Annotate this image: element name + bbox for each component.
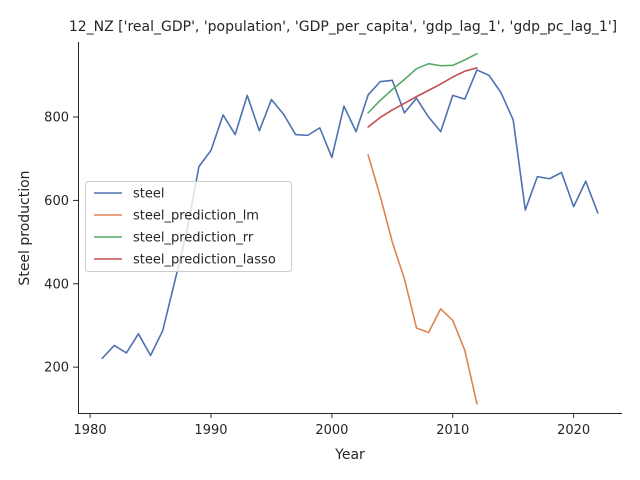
x-tick-label: 2020	[557, 423, 590, 438]
x-tick-label: 1990	[194, 423, 227, 438]
x-tick-label: 2000	[315, 423, 348, 438]
y-tick-label: 400	[44, 277, 69, 292]
x-axis-title: Year	[334, 447, 365, 463]
axes-layer	[78, 42, 622, 414]
chart-title: 12_NZ ['real_GDP', 'population', 'GDP_pe…	[69, 19, 617, 35]
legend: steel steel_prediction_lm steel_prediction…	[85, 181, 292, 272]
legend-label: steel_prediction_rr	[133, 231, 254, 246]
x-tick-label: 1980	[74, 423, 107, 438]
y-tick-label: 200	[44, 361, 69, 376]
x-tick-label: 2010	[436, 423, 469, 438]
ticks-layer: 1980 1990 2000 2010 2020 200 400 600 800	[44, 111, 590, 438]
series-line-steel-prediction-lm	[367, 154, 478, 405]
y-axis-title: Steel production	[17, 170, 33, 285]
legend-label: steel_prediction_lasso	[133, 253, 276, 268]
series-line-steel-prediction-rr	[367, 52, 478, 114]
legend-frame	[85, 181, 292, 272]
y-tick-label: 600	[44, 194, 69, 209]
legend-label: steel_prediction_lm	[133, 209, 259, 224]
legend-label: steel	[133, 187, 164, 202]
y-tick-label: 800	[44, 111, 69, 126]
series-line-steel-prediction-lasso	[367, 67, 478, 128]
